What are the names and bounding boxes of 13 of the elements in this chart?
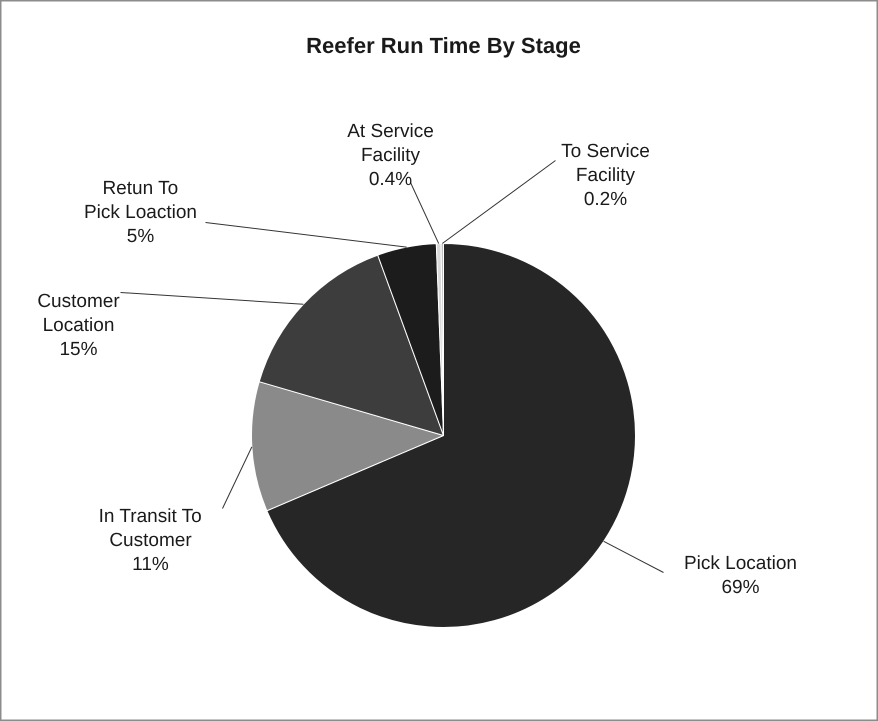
slice-label: In Transit To Customer — [98, 506, 202, 551]
slice-label: To Service Facility — [561, 140, 650, 186]
data-label: 69% — [721, 577, 760, 598]
data-label: 11% — [132, 554, 169, 576]
data-label: 5% — [126, 226, 154, 248]
slice-label: Retun To Pick Loaction — [84, 178, 198, 223]
slice-label: Pick Location — [684, 552, 798, 574]
chart-title: Reefer Run Time By Stage — [306, 33, 581, 58]
data-label: 15% — [59, 339, 98, 360]
data-label: 0.4% — [368, 169, 412, 190]
data-label: 0.2% — [584, 189, 628, 210]
slice-label: Customer Location — [37, 290, 120, 336]
slice-label: At Service Facility — [347, 120, 434, 166]
